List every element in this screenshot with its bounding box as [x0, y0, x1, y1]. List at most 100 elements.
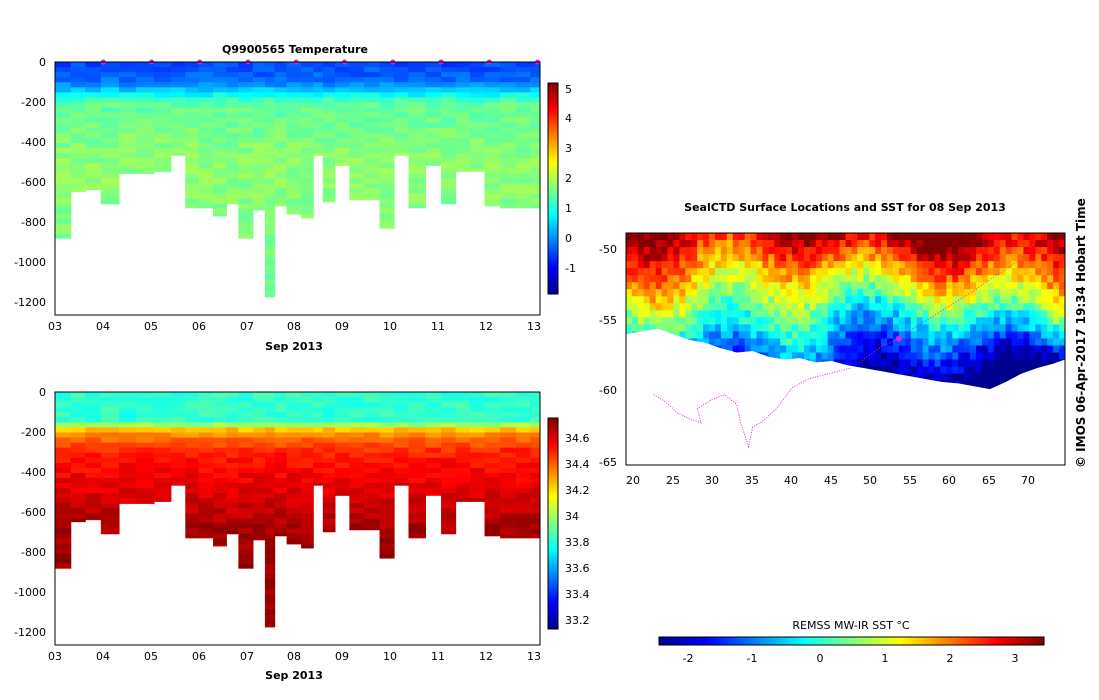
sst-cell [910, 338, 918, 346]
sst-cell [1017, 359, 1024, 368]
section-cell [322, 417, 336, 423]
lon-tick-label: 55 [903, 474, 917, 487]
sst-cell [685, 310, 692, 318]
sst-cell [703, 331, 710, 339]
section-cell [135, 478, 155, 484]
sst-cell [703, 296, 710, 304]
sst-cell [934, 296, 941, 304]
sst-cell [685, 254, 692, 262]
section-cell [349, 112, 365, 119]
section-cell [408, 523, 426, 530]
section-cell [198, 153, 214, 159]
section-cell [198, 163, 214, 169]
section-cell [530, 92, 540, 99]
section-cell [55, 392, 72, 398]
section-cell [470, 77, 486, 83]
sst-cell [803, 275, 811, 283]
sst-cell [679, 247, 686, 255]
sst-cell [1023, 233, 1030, 241]
section-cell [301, 72, 314, 78]
section-cell [55, 447, 72, 454]
section-cell [198, 117, 214, 124]
sst-cell [904, 275, 912, 283]
section-cell [85, 183, 102, 190]
sst-cell [1017, 275, 1024, 283]
section-cell [170, 437, 186, 444]
sst-cell [887, 296, 894, 304]
sst-cell [726, 261, 734, 269]
section-cell [500, 173, 517, 179]
sst-cell [786, 338, 793, 346]
section-cell [264, 442, 276, 449]
section-cell [470, 447, 486, 454]
section-cell [118, 422, 137, 429]
section-cell [226, 92, 239, 99]
sst-cell [1005, 233, 1013, 241]
colorbar-tick-label: -1 [747, 652, 758, 665]
section-cell [238, 523, 254, 530]
section-cell [470, 472, 486, 479]
sst-cell [993, 310, 1001, 318]
section-cell [530, 442, 540, 449]
sst-cell [934, 233, 941, 241]
section-cell [274, 437, 288, 444]
section-cell [170, 132, 186, 139]
section-cell [484, 198, 501, 205]
section-cell [425, 442, 442, 449]
sst-cell [940, 317, 947, 325]
section-cell [301, 112, 314, 119]
section-cell [55, 158, 72, 164]
sst-cell [898, 296, 906, 304]
section-cell [408, 203, 426, 209]
sst-cell [732, 324, 740, 332]
sst-cell [928, 345, 935, 354]
sst-cell [1035, 352, 1042, 361]
sst-cell [857, 303, 864, 311]
section-cell [198, 142, 214, 149]
section-cell [286, 122, 302, 129]
section-cell [252, 168, 266, 174]
sst-cell [928, 352, 935, 361]
section-cell [301, 122, 314, 129]
section-cell [213, 193, 227, 200]
sst-cell [714, 310, 722, 318]
sst-cell [655, 282, 663, 290]
section-cell [322, 452, 336, 459]
section-cell [198, 148, 214, 154]
sst-cell [697, 296, 704, 304]
sst-cell [714, 317, 722, 325]
section-cell [349, 153, 365, 159]
sst-cell [904, 331, 912, 339]
section-cell [379, 168, 395, 174]
section-cell [349, 117, 365, 124]
section-cell [394, 452, 410, 459]
section-cell [252, 533, 266, 540]
section-cell [470, 483, 486, 489]
sst-cell [940, 345, 947, 354]
sst-cell [940, 240, 947, 248]
sst-cell [703, 268, 710, 276]
section-cell [301, 92, 314, 99]
sst-cell [756, 324, 763, 332]
section-cell [153, 402, 172, 408]
sst-cell [970, 261, 977, 269]
sst-cell [786, 282, 793, 290]
sst-cell [946, 324, 953, 332]
sst-cell [904, 289, 912, 297]
section-cell [515, 193, 531, 200]
section-cell [118, 452, 137, 459]
section-cell [198, 503, 214, 509]
section-cell [274, 163, 288, 169]
lon-tick-label: 40 [784, 474, 798, 487]
section-cell [185, 178, 200, 185]
section-cell [379, 62, 395, 68]
section-cell [70, 508, 86, 515]
section-cell [213, 437, 227, 444]
section-cell [286, 437, 302, 444]
section-cell [441, 427, 457, 434]
sst-cell [875, 359, 882, 368]
section-cell [70, 447, 86, 454]
section-cell [379, 183, 395, 190]
section-cell [313, 132, 324, 139]
section-cell [85, 407, 102, 413]
